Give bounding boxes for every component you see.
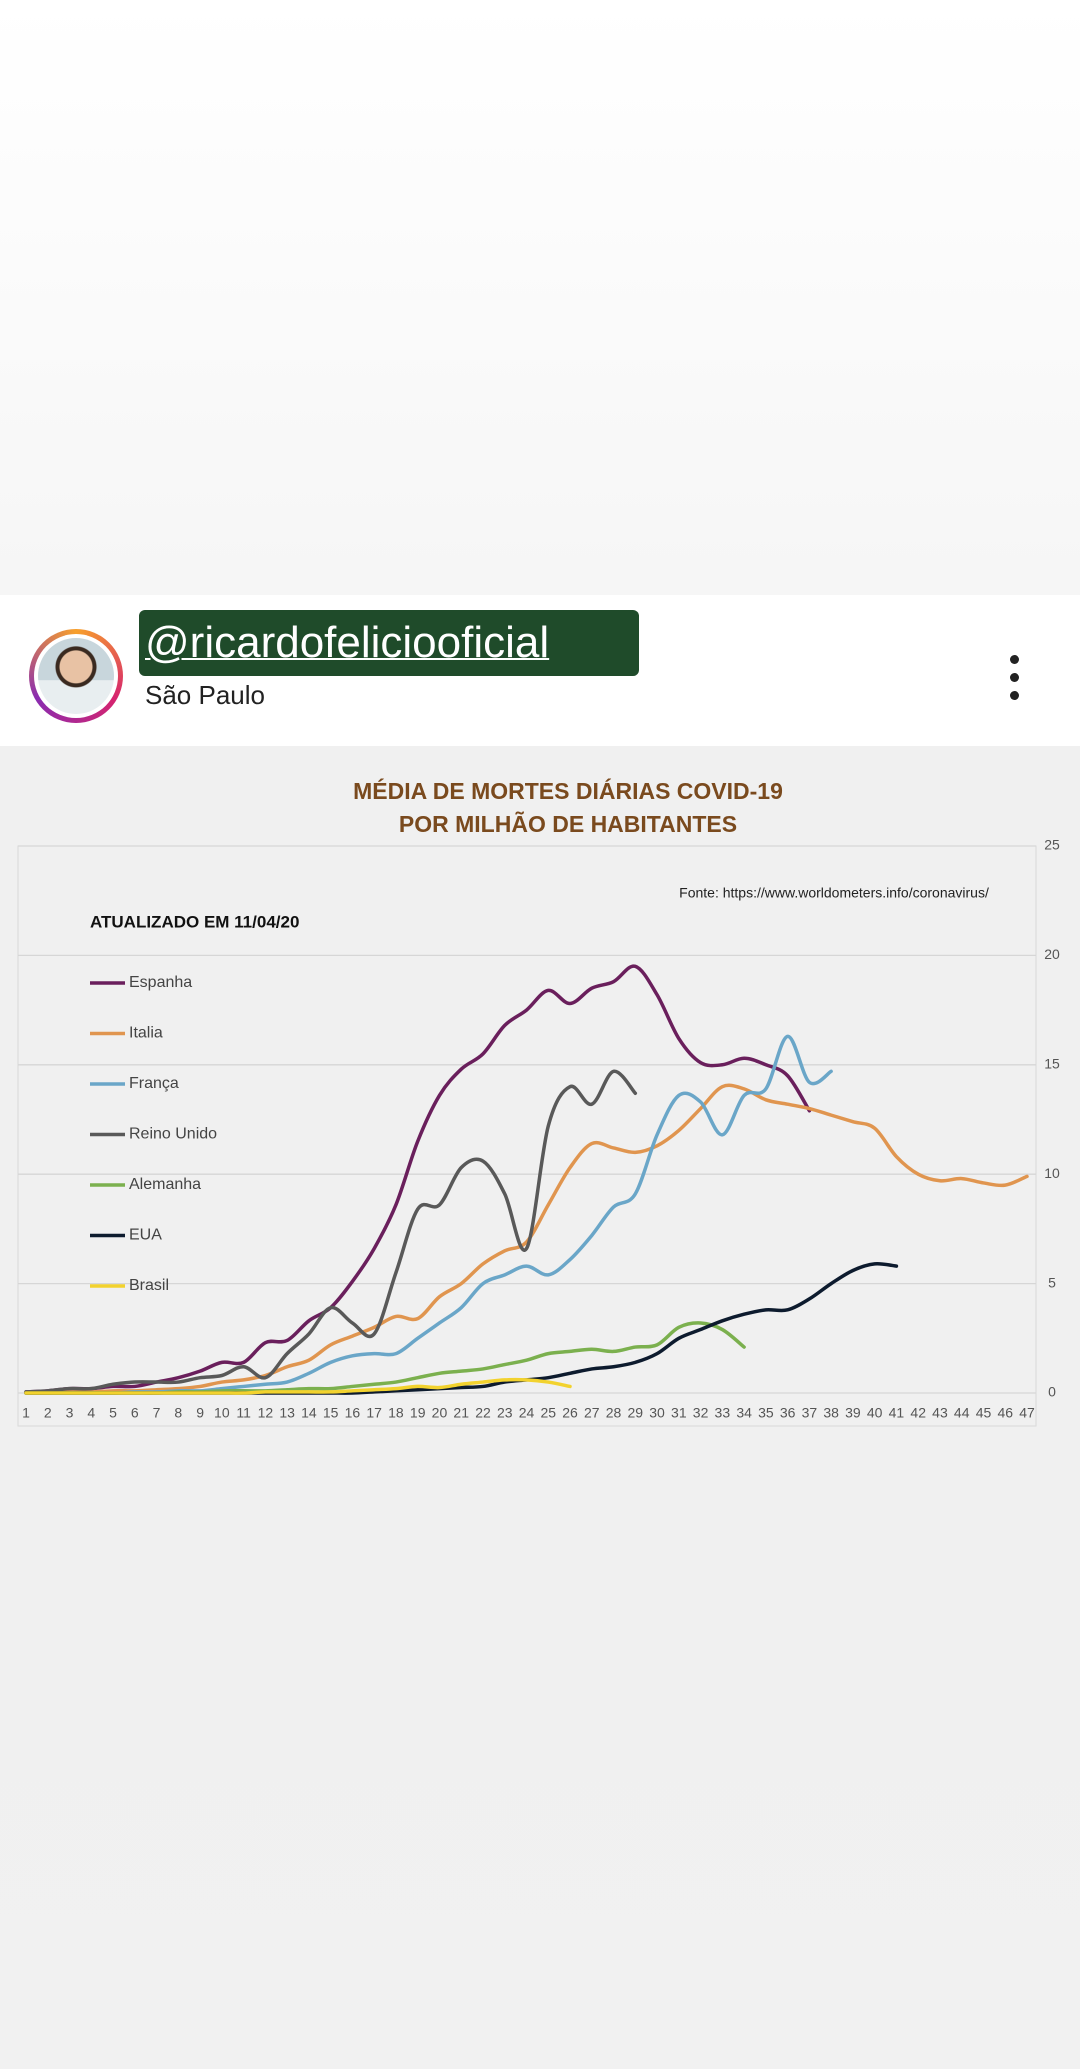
x-tick-label: 3 <box>66 1405 74 1421</box>
x-tick-label: 17 <box>366 1405 382 1421</box>
y-tick-label: 0 <box>1048 1384 1056 1400</box>
x-tick-label: 5 <box>109 1405 117 1421</box>
x-tick-label: 7 <box>153 1405 161 1421</box>
x-tick-label: 4 <box>87 1405 95 1421</box>
legend-label: Italia <box>129 1025 163 1042</box>
x-tick-label: 20 <box>432 1405 448 1421</box>
chart: MÉDIA DE MORTES DIÁRIAS COVID-19 POR MIL… <box>0 746 1080 1472</box>
x-tick-label: 22 <box>475 1405 491 1421</box>
legend-label: Alemanha <box>129 1176 201 1193</box>
legend-label: França <box>129 1075 179 1092</box>
x-tick-label: 35 <box>758 1405 774 1421</box>
x-tick-label: 33 <box>715 1405 731 1421</box>
x-tick-label: 21 <box>453 1405 469 1421</box>
x-tick-label: 16 <box>345 1405 361 1421</box>
x-tick-label: 31 <box>671 1405 687 1421</box>
x-tick-label: 32 <box>693 1405 709 1421</box>
x-tick-label: 39 <box>845 1405 861 1421</box>
x-tick-label: 44 <box>954 1405 970 1421</box>
x-tick-label: 30 <box>649 1405 665 1421</box>
x-tick-label: 1 <box>22 1405 30 1421</box>
x-tick-label: 19 <box>410 1405 426 1421</box>
x-tick-label: 42 <box>910 1405 926 1421</box>
chart-title: MÉDIA DE MORTES DIÁRIAS COVID-19 <box>353 777 783 804</box>
y-tick-label: 20 <box>1044 946 1060 962</box>
x-tick-label: 34 <box>736 1405 752 1421</box>
x-tick-label: 36 <box>780 1405 796 1421</box>
series-line <box>24 1377 572 1395</box>
x-tick-label: 11 <box>236 1405 251 1421</box>
x-tick-label: 15 <box>323 1405 339 1421</box>
x-tick-label: 40 <box>867 1405 883 1421</box>
x-tick-label: 43 <box>932 1405 948 1421</box>
x-tick-label: 47 <box>1019 1405 1035 1421</box>
y-tick-label: 15 <box>1044 1056 1060 1072</box>
x-tick-label: 2 <box>44 1405 52 1421</box>
x-tick-label: 10 <box>214 1405 230 1421</box>
x-tick-label: 9 <box>196 1405 204 1421</box>
y-tick-label: 25 <box>1044 837 1060 853</box>
x-tick-label: 27 <box>584 1405 600 1421</box>
x-tick-label: 38 <box>823 1405 839 1421</box>
y-tick-label: 5 <box>1048 1274 1056 1290</box>
x-tick-label: 25 <box>540 1405 556 1421</box>
x-tick-label: 8 <box>174 1405 182 1421</box>
x-tick-label: 46 <box>997 1405 1013 1421</box>
x-tick-label: 26 <box>562 1405 578 1421</box>
x-tick-label: 41 <box>889 1405 905 1421</box>
update-note: ATUALIZADO EM 11/04/20 <box>90 912 299 931</box>
x-tick-label: 28 <box>606 1405 622 1421</box>
x-tick-label: 6 <box>131 1405 139 1421</box>
x-tick-label: 37 <box>802 1405 818 1421</box>
x-tick-label: 45 <box>976 1405 992 1421</box>
x-tick-label: 18 <box>388 1405 404 1421</box>
source-note: Fonte: https://www.worldometers.info/cor… <box>679 885 989 901</box>
legend-label: EUA <box>129 1227 162 1244</box>
x-tick-label: 24 <box>519 1405 535 1421</box>
legend-label: Espanha <box>129 974 192 991</box>
more-options[interactable] <box>1010 655 1019 709</box>
series-line <box>24 1069 638 1394</box>
legend-label: Reino Unido <box>129 1126 217 1143</box>
chart-subtitle: POR MILHÃO DE HABITANTES <box>399 810 737 837</box>
location[interactable]: São Paulo <box>145 680 265 710</box>
series-line <box>24 1083 1029 1395</box>
x-tick-label: 29 <box>628 1405 644 1421</box>
x-tick-label: 12 <box>258 1405 274 1421</box>
x-tick-label: 14 <box>301 1405 317 1421</box>
chart-background <box>0 746 1080 1472</box>
y-tick-label: 10 <box>1044 1165 1060 1181</box>
x-tick-label: 13 <box>279 1405 295 1421</box>
username[interactable]: @ricardofeliciooficial <box>139 610 639 676</box>
legend-label: Brasil <box>129 1277 169 1294</box>
x-tick-label: 23 <box>497 1405 513 1421</box>
avatar[interactable] <box>29 629 123 723</box>
